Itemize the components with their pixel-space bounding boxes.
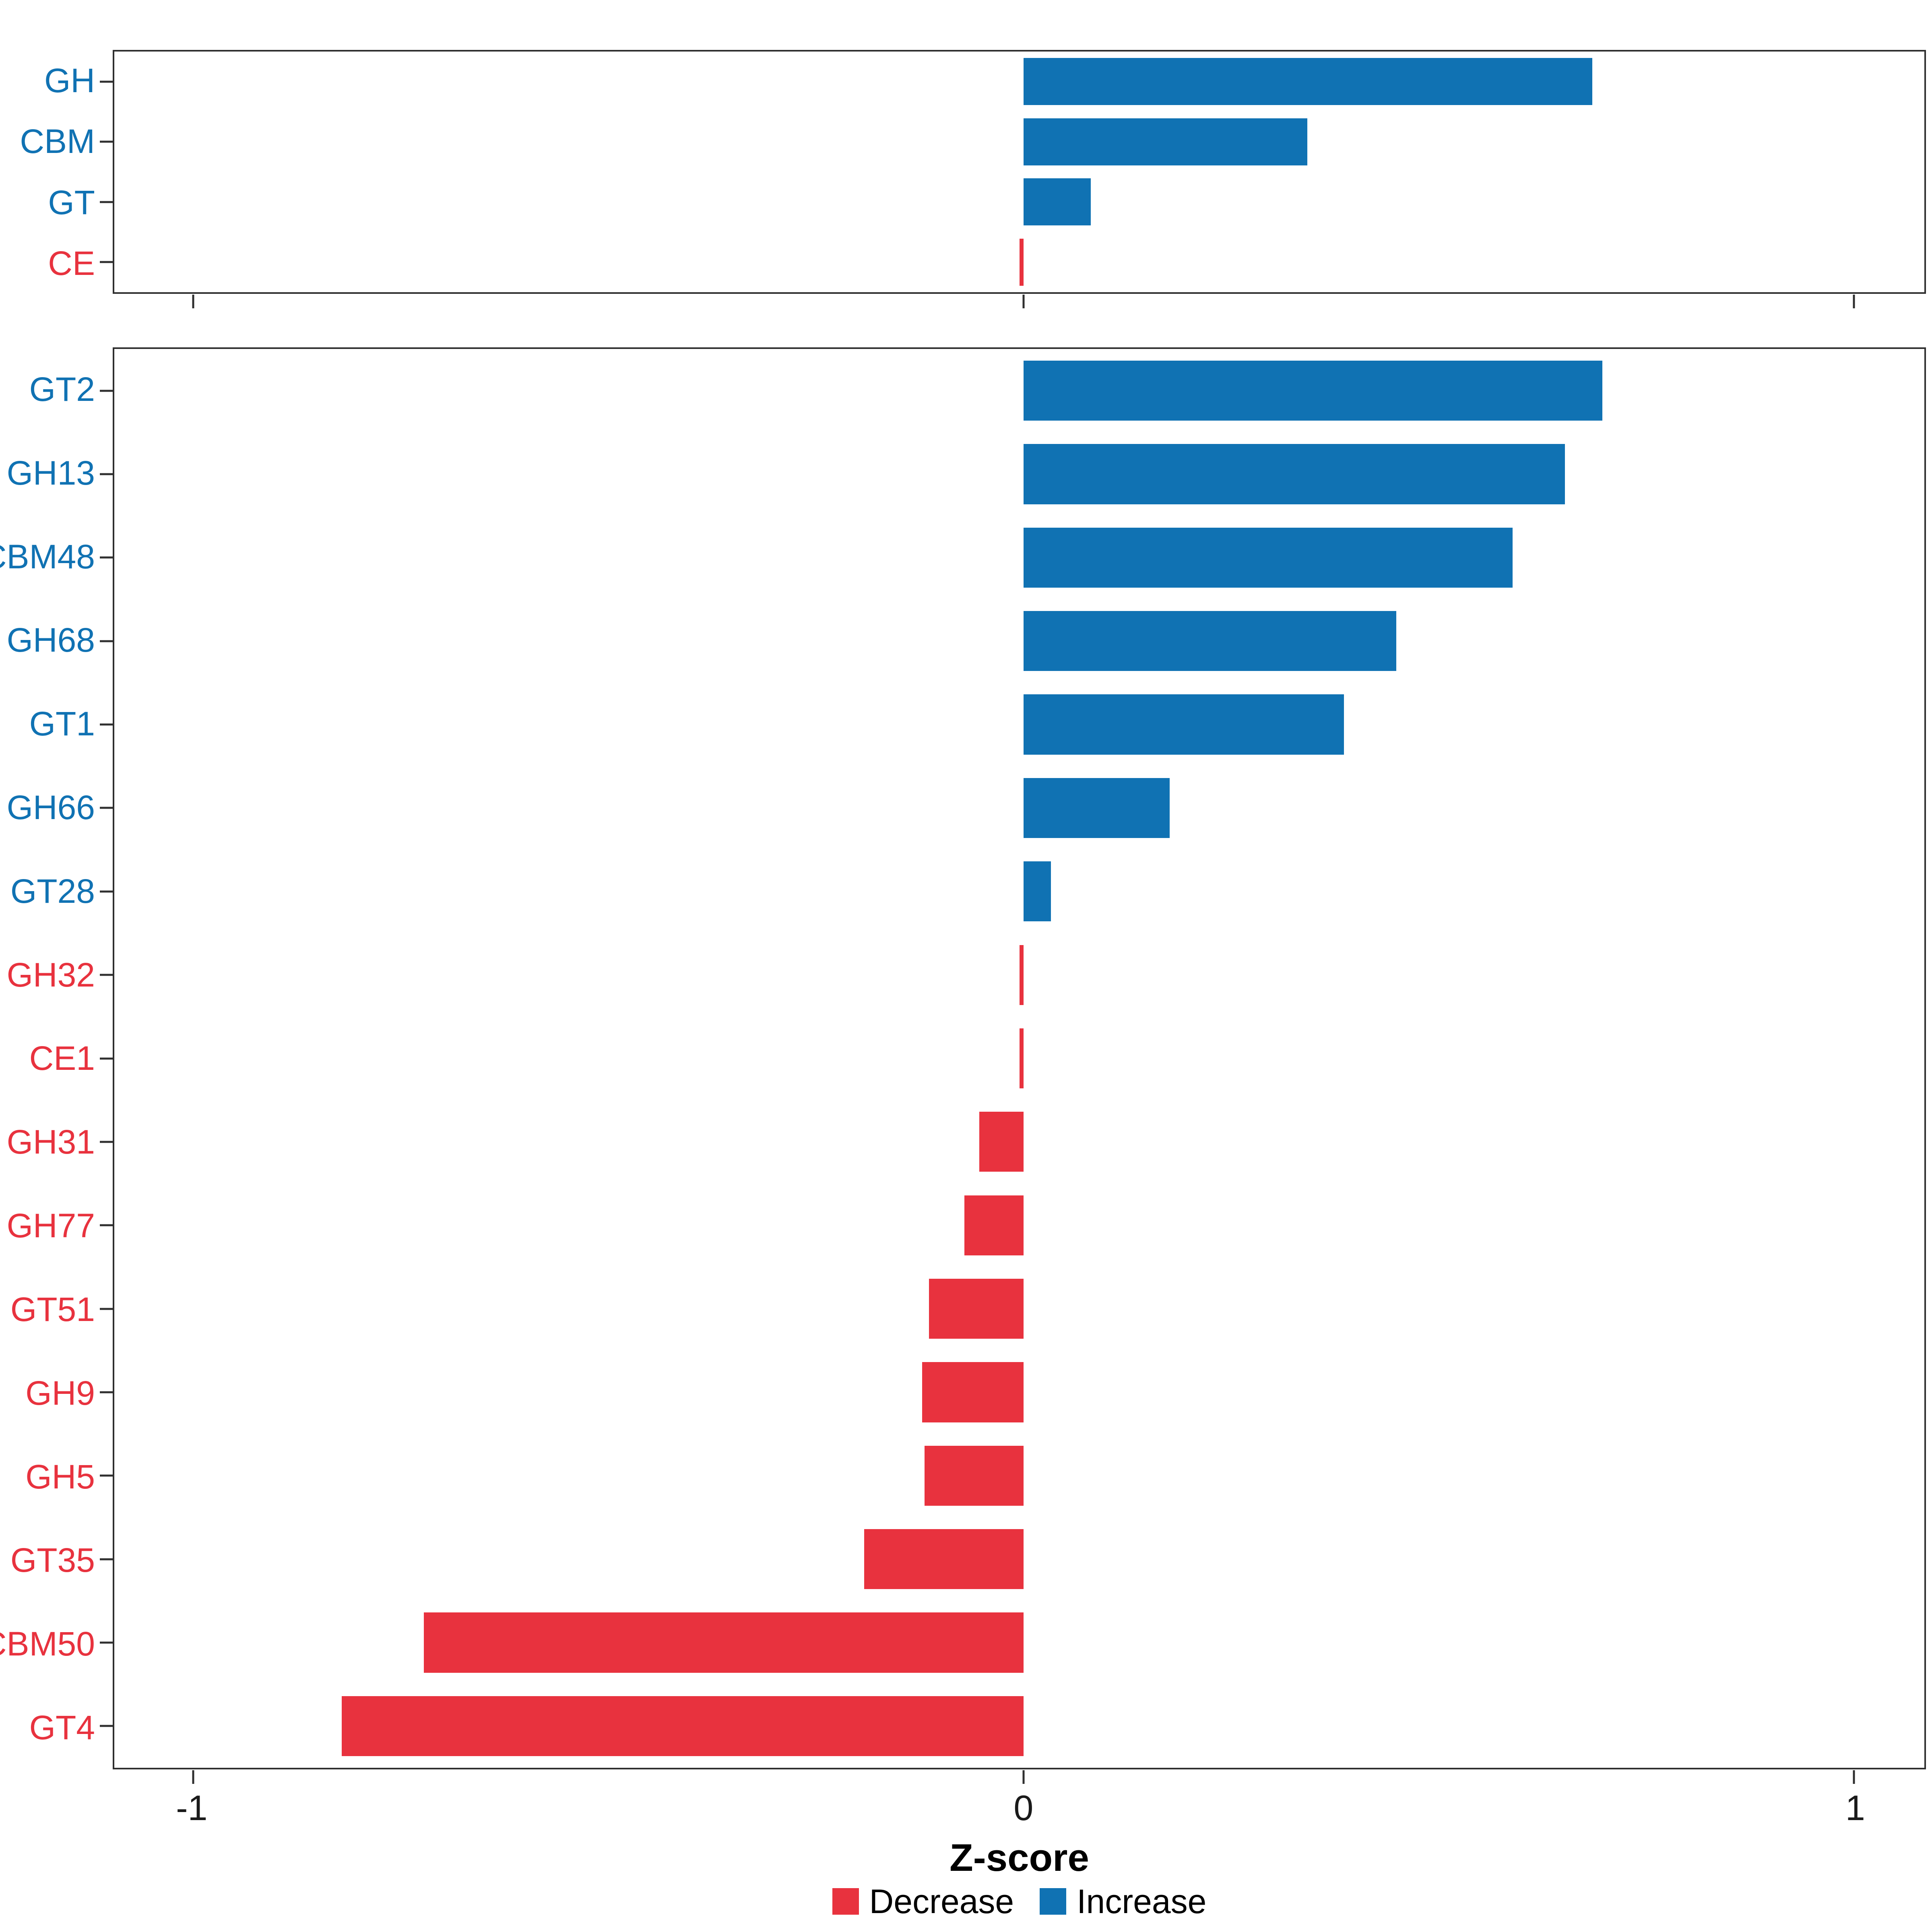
y-tick: [100, 1474, 113, 1477]
y-tick: [100, 556, 113, 559]
bar-gh: [1023, 58, 1592, 105]
increase-swatch-icon: [1040, 1888, 1067, 1915]
y-tick: [100, 723, 113, 726]
category-label-gt35: GT35: [10, 1541, 95, 1579]
y-tick: [100, 890, 113, 893]
decrease-swatch-icon: [832, 1888, 859, 1915]
y-tick: [100, 807, 113, 809]
bar-cbm: [1023, 118, 1308, 165]
bar-cbm48: [1023, 527, 1513, 588]
y-tick: [100, 1057, 113, 1059]
x-tick: [192, 1770, 194, 1784]
category-label-gt: GT: [48, 183, 95, 221]
bar-ce: [1019, 238, 1024, 286]
class-panel-category-labels: GH CBM GT CE: [0, 50, 95, 294]
category-label-gt28: GT28: [10, 872, 95, 910]
y-tick: [100, 974, 113, 976]
bar-gh13: [1023, 444, 1565, 504]
family-panel-category-labels: GT2 GH13 CBM48 GH68 GT1 GH66 GT28 GH32 CE1 GH31 GH…: [0, 347, 95, 1769]
x-tick: [1022, 295, 1025, 308]
y-tick: [100, 1558, 113, 1560]
category-label-gh77: GH77: [6, 1207, 95, 1245]
category-label-gt51: GT51: [10, 1290, 95, 1328]
x-tick: [1853, 295, 1855, 308]
x-tick-label: 0: [1013, 1788, 1034, 1828]
category-label-ce: CE: [48, 244, 95, 283]
category-label-cbm50: CBM50: [0, 1625, 95, 1663]
legend-label-decrease: Decrease: [869, 1882, 1014, 1920]
y-tick: [100, 1391, 113, 1393]
y-tick: [100, 390, 113, 392]
bar-gh9: [922, 1362, 1024, 1422]
x-axis-title: Z-score: [949, 1836, 1089, 1879]
y-tick: [100, 1308, 113, 1310]
bar-gt35: [864, 1529, 1024, 1589]
legend: Decrease Increase: [113, 1885, 1926, 1918]
bar-gt4: [342, 1696, 1024, 1756]
y-tick: [100, 1224, 113, 1226]
family-panel: [100, 347, 1926, 1784]
category-label-gh31: GH31: [6, 1123, 95, 1161]
y-tick: [100, 140, 113, 143]
bar-gh32: [1019, 945, 1024, 1005]
bar-gt: [1023, 178, 1091, 226]
bar-gh68: [1023, 611, 1397, 671]
x-tick: [1853, 1770, 1855, 1784]
x-tick-label: -1: [176, 1788, 208, 1828]
category-label-gt2: GT2: [29, 370, 95, 408]
bar-gh5: [925, 1445, 1024, 1506]
category-label-cbm48: CBM48: [0, 537, 95, 576]
y-tick: [100, 201, 113, 203]
legend-label-increase: Increase: [1077, 1882, 1207, 1920]
category-label-gh5: GH5: [25, 1457, 95, 1496]
bar-gt2: [1023, 361, 1602, 421]
y-tick: [100, 80, 113, 83]
bar-ce1: [1019, 1028, 1024, 1089]
category-label-gh: GH: [44, 61, 95, 99]
category-label-gh32: GH32: [6, 956, 95, 994]
category-label-gt1: GT1: [29, 705, 95, 743]
x-tick: [192, 295, 194, 308]
x-axis: -1 0 1: [113, 1790, 1926, 1835]
x-tick-label: 1: [1845, 1788, 1865, 1828]
category-label-gh68: GH68: [6, 621, 95, 659]
category-label-gt4: GT4: [29, 1709, 95, 1747]
y-tick: [100, 261, 113, 263]
y-tick: [100, 1141, 113, 1143]
legend-item-increase: Increase: [1040, 1885, 1206, 1918]
bar-gt28: [1023, 861, 1051, 922]
category-label-ce1: CE1: [29, 1039, 95, 1077]
y-tick: [100, 1725, 113, 1727]
category-label-gh9: GH9: [25, 1374, 95, 1412]
bar-gt1: [1023, 694, 1344, 755]
class-panel: [100, 50, 1926, 308]
legend-item-decrease: Decrease: [832, 1885, 1014, 1918]
x-tick: [1022, 1770, 1025, 1784]
category-label-gh66: GH66: [6, 788, 95, 827]
y-tick: [100, 1641, 113, 1644]
category-label-cbm: CBM: [20, 122, 95, 161]
bar-gh66: [1023, 778, 1170, 838]
bar-gh77: [964, 1195, 1024, 1255]
bar-gt51: [929, 1278, 1024, 1339]
y-tick: [100, 473, 113, 475]
bar-cbm50: [424, 1612, 1024, 1673]
bar-gh31: [979, 1112, 1024, 1172]
category-label-gh13: GH13: [6, 454, 95, 492]
y-tick: [100, 640, 113, 642]
